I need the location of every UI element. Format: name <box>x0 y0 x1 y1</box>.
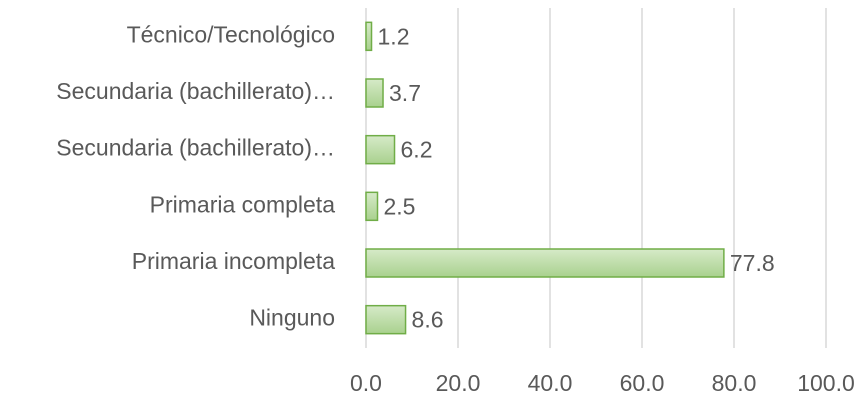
x-tick-label: 80.0 <box>712 370 757 396</box>
bar <box>365 21 373 52</box>
bar <box>365 304 407 335</box>
x-tick-label: 60.0 <box>620 370 665 396</box>
data-label: 6.2 <box>401 137 433 163</box>
x-tick-label: 0.0 <box>350 370 382 396</box>
y-tick-label: Primaria completa <box>150 191 336 217</box>
data-label: 1.2 <box>378 23 410 49</box>
bar <box>365 191 379 222</box>
x-tick-label: 40.0 <box>528 370 573 396</box>
y-tick-label: Primaria incompleta <box>132 248 335 274</box>
x-tick-label: 20.0 <box>436 370 481 396</box>
y-tick-label: Secundaria (bachillerato)… <box>56 135 335 161</box>
data-label: 3.7 <box>389 80 421 106</box>
bar <box>365 248 725 278</box>
data-label: 77.8 <box>730 250 775 276</box>
bar <box>365 134 396 165</box>
x-tick-label: 100.0 <box>797 370 855 396</box>
bar <box>365 78 384 108</box>
y-tick-label: Secundaria (bachillerato)… <box>56 78 335 104</box>
data-label: 2.5 <box>384 193 416 219</box>
y-tick-label: Ninguno <box>249 305 335 331</box>
y-tick-label: Técnico/Tecnológico <box>127 21 335 47</box>
data-label: 8.6 <box>412 307 444 333</box>
